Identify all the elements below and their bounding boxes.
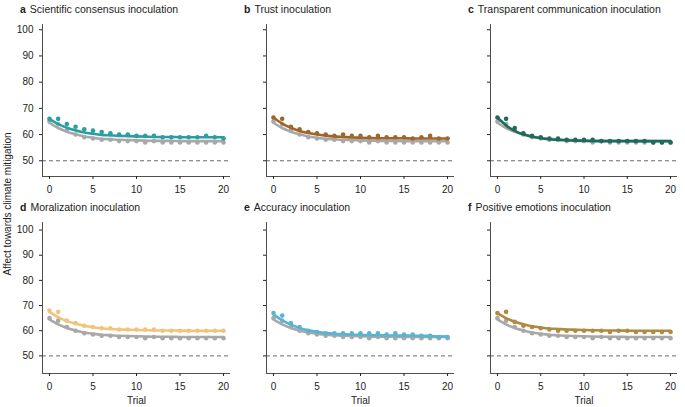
svg-text:Trial: Trial xyxy=(351,395,370,406)
svg-text:70: 70 xyxy=(22,103,34,114)
html-text:e Accuracy inoculation: e Accuracy inoculation xyxy=(244,201,351,213)
html-text:c Transparent communication in: c Transparent communication inoculation xyxy=(468,3,661,15)
svg-text:15: 15 xyxy=(398,381,410,392)
svg-text:60: 60 xyxy=(22,325,34,336)
svg-text:70: 70 xyxy=(22,300,34,311)
svg-text:5: 5 xyxy=(90,381,96,392)
svg-text:10: 10 xyxy=(578,381,590,392)
svg-text:90: 90 xyxy=(22,249,34,260)
svg-text:20: 20 xyxy=(442,184,454,195)
svg-text:0: 0 xyxy=(47,184,53,195)
svg-text:5: 5 xyxy=(314,381,320,392)
html-text:Affect towards climate mitigat: Affect towards climate mitigation xyxy=(1,131,13,276)
svg-text:5: 5 xyxy=(538,184,544,195)
svg-text:0: 0 xyxy=(495,184,501,195)
html-text:f Positive emotions inoculatio: f Positive emotions inoculation xyxy=(468,201,611,213)
svg-text:15: 15 xyxy=(622,381,634,392)
html-text:d Moralization inoculation: d Moralization inoculation xyxy=(20,201,141,213)
svg-text:5: 5 xyxy=(314,184,320,195)
svg-text:20: 20 xyxy=(665,381,677,392)
svg-text:10: 10 xyxy=(355,184,367,195)
svg-text:80: 80 xyxy=(22,275,34,286)
svg-text:50: 50 xyxy=(22,350,34,361)
svg-text:90: 90 xyxy=(22,50,34,61)
svg-text:80: 80 xyxy=(22,76,34,87)
svg-text:0: 0 xyxy=(271,381,277,392)
svg-text:20: 20 xyxy=(665,184,677,195)
svg-text:0: 0 xyxy=(495,381,501,392)
svg-text:100: 100 xyxy=(17,24,34,35)
svg-text:15: 15 xyxy=(174,184,186,195)
svg-text:0: 0 xyxy=(47,381,53,392)
svg-text:15: 15 xyxy=(398,184,410,195)
svg-text:10: 10 xyxy=(355,381,367,392)
svg-text:60: 60 xyxy=(22,129,34,140)
html-text:a Scientific consensus inocula: a Scientific consensus inoculation xyxy=(20,3,179,15)
svg-text:10: 10 xyxy=(131,381,143,392)
svg-text:Trial: Trial xyxy=(574,395,593,406)
svg-text:20: 20 xyxy=(442,381,454,392)
svg-text:5: 5 xyxy=(90,184,96,195)
svg-text:10: 10 xyxy=(578,184,590,195)
svg-text:20: 20 xyxy=(218,381,230,392)
svg-text:20: 20 xyxy=(218,184,230,195)
svg-text:10: 10 xyxy=(131,184,143,195)
svg-text:100: 100 xyxy=(17,224,34,235)
svg-text:5: 5 xyxy=(538,381,544,392)
svg-text:15: 15 xyxy=(622,184,634,195)
svg-text:Trial: Trial xyxy=(127,395,146,406)
html-text:b Trust inoculation: b Trust inoculation xyxy=(244,3,332,15)
svg-text:50: 50 xyxy=(22,155,34,166)
svg-text:15: 15 xyxy=(174,381,186,392)
svg-text:0: 0 xyxy=(271,184,277,195)
